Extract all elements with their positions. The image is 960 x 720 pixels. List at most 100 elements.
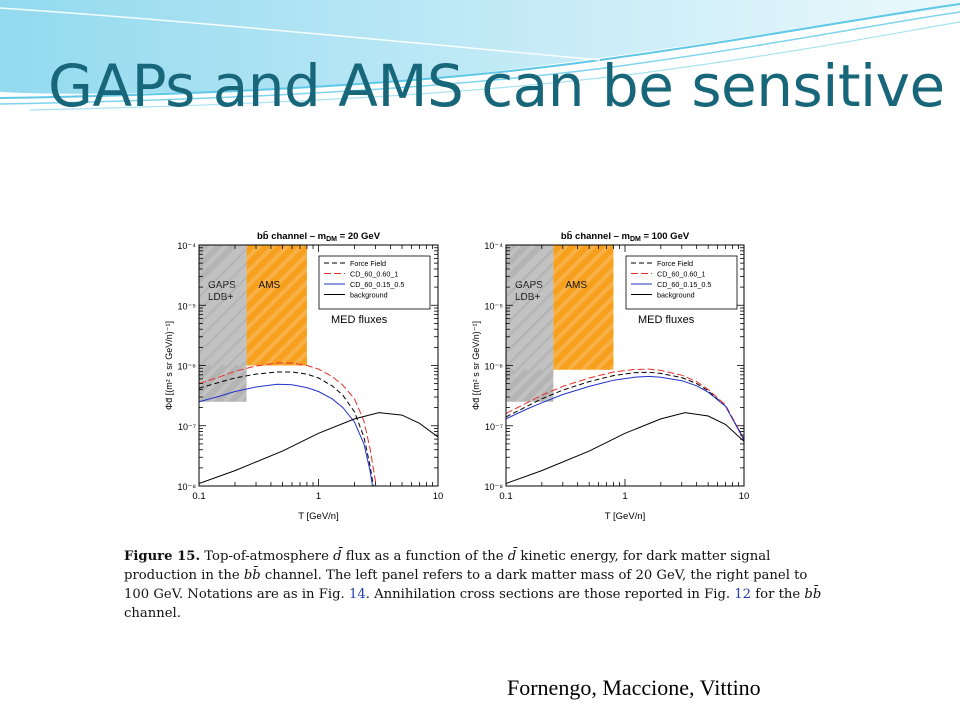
- y-tick-label: 10⁻⁷: [178, 422, 196, 432]
- hatch-line: [506, 245, 611, 352]
- series-line-background: [199, 412, 438, 484]
- caption-symbol-bb: bb̄: [243, 568, 261, 583]
- x-tick-label: 1: [316, 491, 321, 502]
- hatch-line: [199, 245, 243, 290]
- caption-symbol-dbar: d̄: [507, 549, 517, 564]
- chart-panel-2: GAPSLDB+ AMS 0.1 1 10 10⁻⁸ 10⁻⁷ 10⁻⁶ 10⁻⁵ 10⁻⁴ bb̄…: [471, 231, 750, 522]
- region-gaps: [506, 245, 554, 402]
- y-tick-label: 10⁻⁶: [178, 362, 197, 372]
- wave-line: [0, 3, 960, 99]
- x-tick-label: 0.1: [499, 491, 512, 502]
- figure-link-12[interactable]: 12: [734, 587, 752, 602]
- series-line-force-field: [199, 371, 374, 486]
- region-label: GAPS: [208, 280, 236, 291]
- region-label: AMS: [565, 280, 587, 291]
- y-tick-label: 10⁻⁸: [484, 482, 503, 492]
- region-label: LDB+: [515, 292, 540, 303]
- y-axis-label: Φd̄ [(m² s sr GeV/n)⁻¹]: [471, 321, 481, 410]
- y-tick-label: 10⁻⁴: [177, 241, 196, 251]
- hatch-line: [506, 245, 625, 366]
- region-label: LDB+: [208, 292, 233, 303]
- chart-annotation: MED fluxes: [638, 314, 695, 326]
- y-tick-label: 10⁻⁷: [485, 422, 503, 432]
- background-waves: [0, 0, 960, 111]
- y-tick-label: 10⁻⁴: [484, 241, 503, 251]
- hatch-line: [506, 245, 550, 290]
- y-tick-label: 10⁻⁸: [177, 482, 196, 492]
- ticks: [505, 245, 744, 487]
- legend-label: background: [350, 291, 388, 300]
- region-ams: [553, 245, 614, 370]
- series-line-force-field: [506, 371, 744, 440]
- hatch-line: [199, 245, 201, 248]
- figure-link-14[interactable]: 14: [348, 587, 366, 602]
- legend-label: CD_60_0.15_0.5: [657, 280, 711, 289]
- series-group: [199, 362, 438, 486]
- region-ams: [246, 245, 307, 366]
- legend-label: background: [657, 291, 695, 300]
- hatch-line: [506, 245, 569, 310]
- x-axis-label: T [GeV/n]: [605, 511, 645, 522]
- hatch-line: [199, 245, 229, 276]
- y-tick-label: 10⁻⁵: [485, 301, 504, 311]
- slide-title: GAPs and AMS can be sensitive: [48, 52, 945, 120]
- x-tick-label: 10: [739, 491, 750, 502]
- legend-label: Force Field: [350, 259, 386, 268]
- hatch-line: [506, 245, 597, 338]
- figure-caption: Figure 15. Top-of-atmosphere d̄ flux as …: [124, 547, 834, 623]
- chart-title-main: bb̄ channel – m: [257, 231, 326, 242]
- hatch-line: [199, 245, 257, 304]
- legend-box: [625, 255, 738, 310]
- chart-title: bb̄ channel – mDM = 20 GeV: [257, 231, 381, 243]
- caption-text: for the: [751, 587, 805, 602]
- hatch-line: [208, 245, 332, 367]
- hatch-line: [506, 245, 564, 304]
- series-line-cd-60-0-15-0-5: [506, 375, 744, 441]
- x-axis-label: T [GeV/n]: [298, 511, 338, 522]
- hatch-line: [511, 245, 639, 372]
- chart-panel-1: GAPSLDB+ AMS 0.1 1 10 10⁻⁸ 10⁻⁷ 10⁻⁶ 10⁻⁵ 10⁻⁴ bb̄…: [164, 231, 444, 522]
- caption-label: Figure 15.: [124, 549, 201, 564]
- chart-title-sub: DM: [630, 236, 641, 243]
- caption-text: flux as a function of the: [341, 549, 508, 564]
- figure-panel: GAPSLDB+AMS0.111010⁻⁸10⁻⁷10⁻⁶10⁻⁵10⁻⁴bb̄…: [88, 172, 872, 638]
- chart-title-sub: DM: [326, 236, 337, 243]
- chart-title-tail: = 20 GeV: [337, 231, 381, 242]
- hatch-line: [199, 245, 290, 338]
- hatch-line: [199, 245, 318, 366]
- caption-text: . Annihilation cross sections are those …: [365, 587, 735, 602]
- wave-line: [0, 7, 601, 61]
- y-tick-label: 10⁻⁵: [178, 301, 197, 311]
- x-tick-label: 10: [433, 491, 444, 502]
- hatch-line: [199, 245, 276, 324]
- legend-label: CD_60_0.60_1: [657, 270, 705, 279]
- series-group: [506, 368, 744, 484]
- citation: Fornengo, Maccione, Vittino: [507, 675, 761, 700]
- series-line-cd-60-0-15-0-5: [199, 383, 374, 486]
- hatch-line: [199, 245, 304, 352]
- wave-line: [0, 11, 960, 105]
- y-axis-label: Φd̄ [(m² s sr GeV/n)⁻¹]: [164, 321, 174, 410]
- x-tick-label: 1: [622, 491, 627, 502]
- legend-label: CD_60_0.15_0.5: [350, 280, 404, 289]
- series-line-cd-60-0-60-1: [506, 368, 744, 440]
- hatch-line: [199, 245, 215, 262]
- hatch-line: [506, 245, 536, 276]
- caption-text: kinetic energy, for dark matter signal p…: [124, 549, 771, 583]
- legend-box: [318, 255, 431, 310]
- y-tick-label: 10⁻⁶: [485, 362, 504, 372]
- caption-symbol-bb: bb̄: [804, 587, 822, 602]
- caption-symbol-dbar: d̄: [333, 549, 342, 564]
- charts-svg: GAPSLDB+AMS0.111010⁻⁸10⁻⁷10⁻⁶10⁻⁵10⁻⁴bb̄…: [164, 231, 750, 522]
- wave-line: [29, 21, 960, 111]
- hatch-line: [506, 245, 555, 296]
- caption-text: channel.: [124, 606, 181, 621]
- chart-title-tail: = 100 GeV: [641, 231, 690, 242]
- ticks: [198, 245, 438, 487]
- x-tick-label: 0.1: [192, 491, 205, 502]
- hatch-line: [199, 245, 248, 296]
- hatch-line: [506, 245, 578, 318]
- region-label: GAPS: [515, 280, 543, 291]
- legend-label: Force Field: [657, 259, 693, 268]
- hatch-line: [199, 245, 271, 318]
